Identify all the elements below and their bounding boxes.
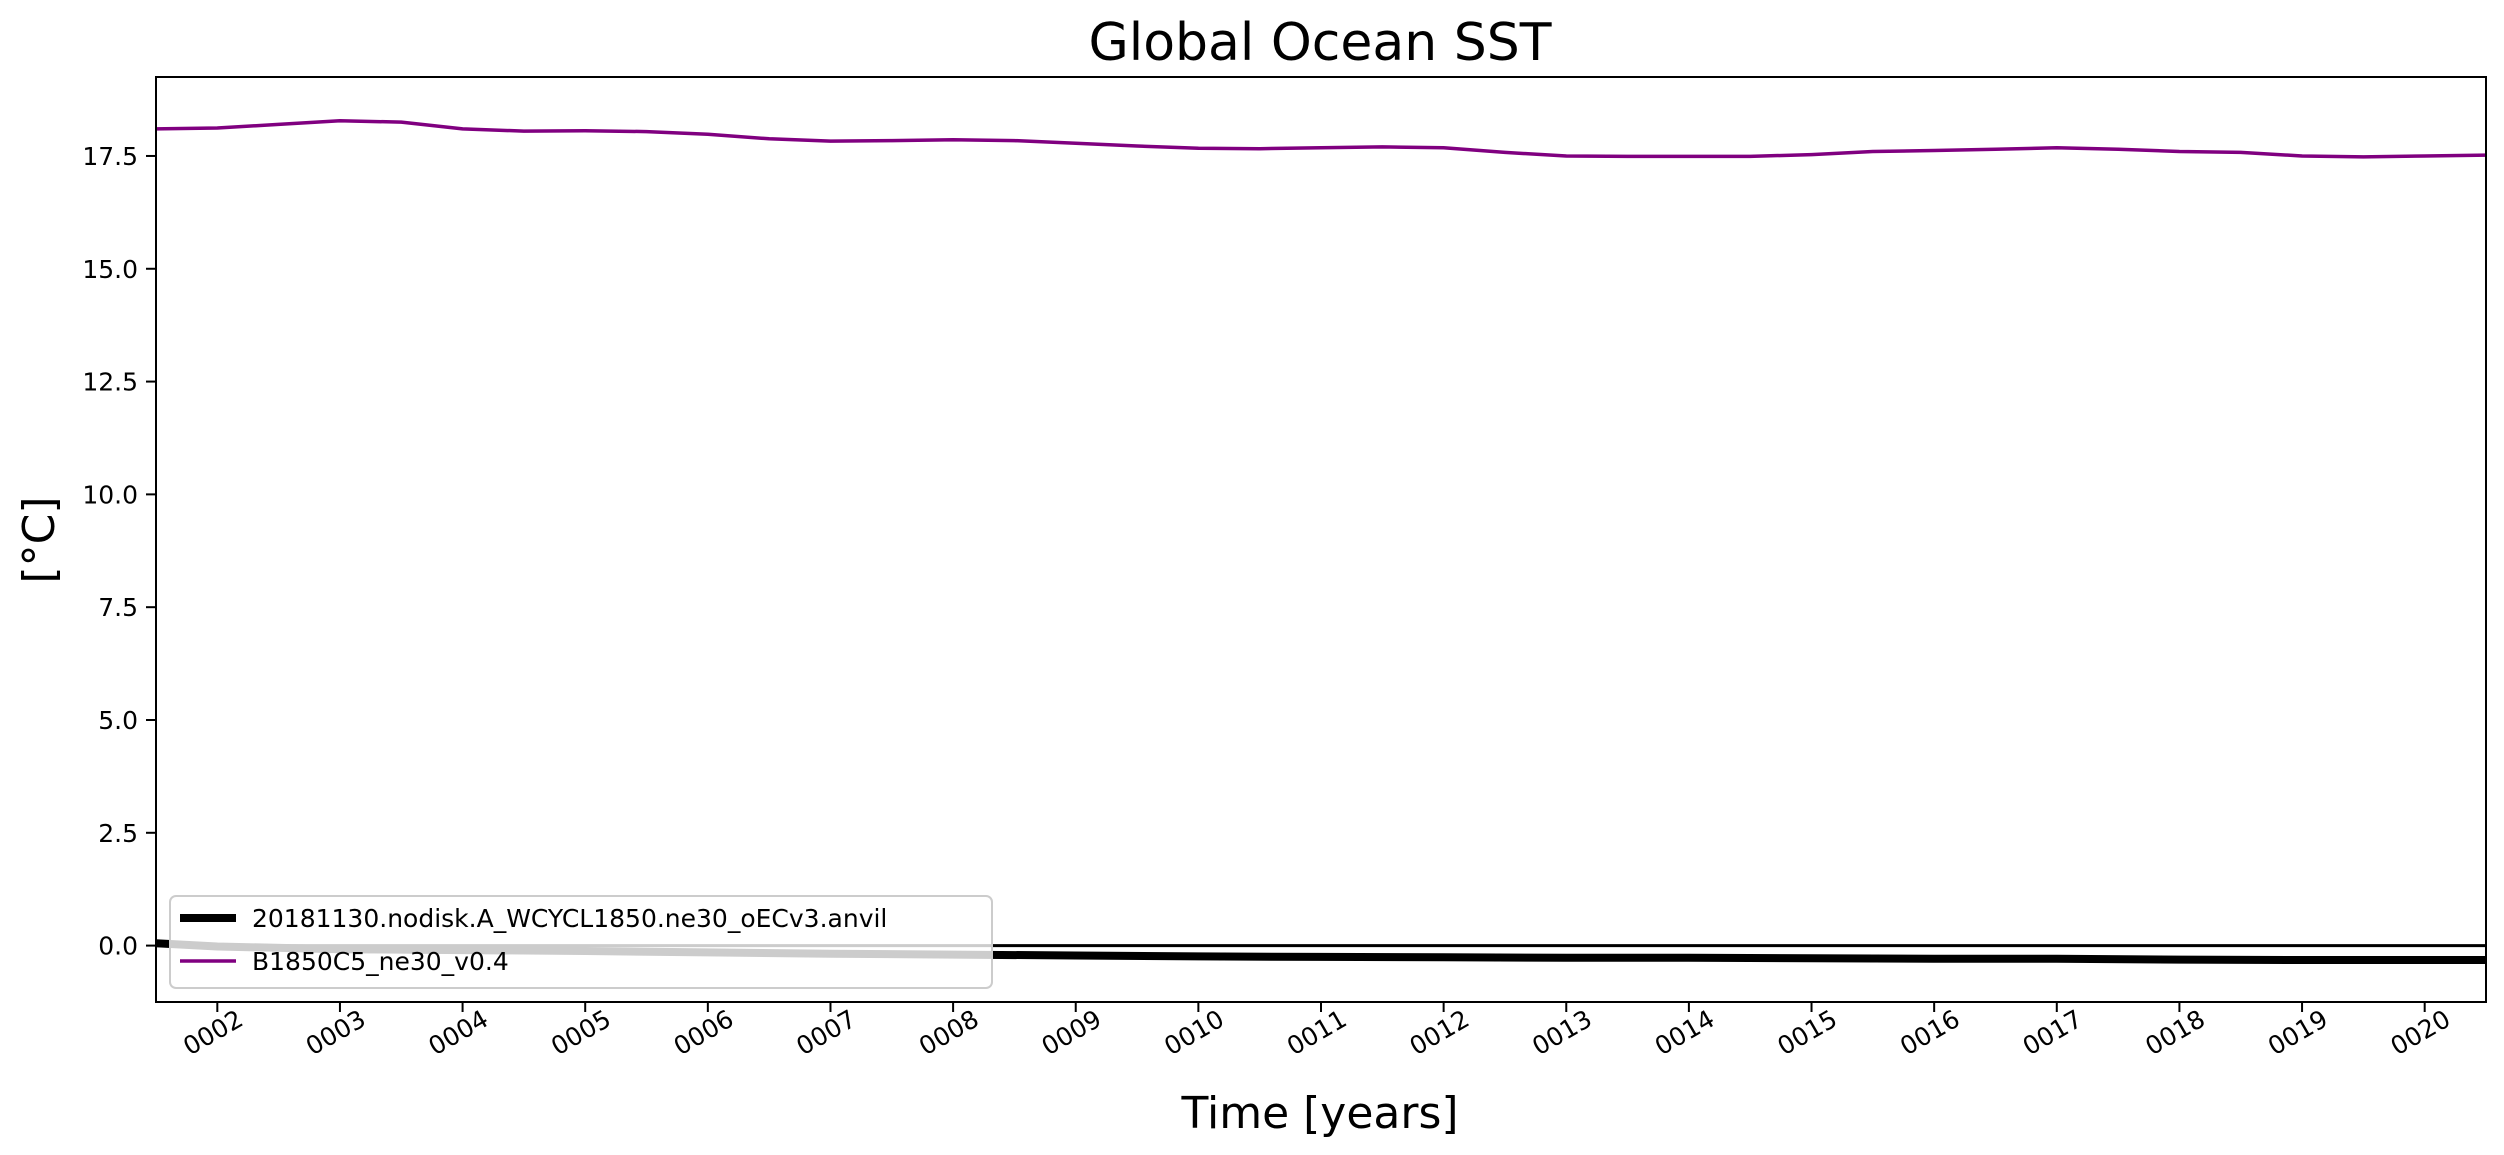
x-tick-label: 0013 [1527, 1004, 1597, 1061]
y-tick-label: 7.5 [98, 593, 138, 622]
legend-label-1: 20181130.nodisk.A_WCYCL1850.ne30_oECv3.a… [252, 904, 887, 933]
x-tick-label: 0011 [1282, 1004, 1352, 1061]
y-tick-label: 10.0 [82, 480, 138, 509]
x-axis-label: Time [years] [1180, 1088, 1458, 1139]
legend-label-2: B1850C5_ne30_v0.4 [252, 947, 509, 976]
x-tick-label: 0006 [669, 1004, 739, 1061]
x-tick-label: 0016 [1895, 1004, 1965, 1061]
x-tick-label: 0004 [424, 1004, 494, 1061]
x-tick-label: 0003 [301, 1004, 371, 1061]
plot-area [156, 119, 2486, 964]
y-tick-label: 15.0 [82, 255, 138, 284]
y-tick-label: 12.5 [82, 368, 138, 397]
plot-frame [155, 76, 2487, 1003]
x-tick-label: 0014 [1650, 1004, 1720, 1061]
legend-box [169, 895, 993, 989]
y-tick-label: 17.5 [82, 142, 138, 171]
x-tick-label: 0015 [1772, 1004, 1842, 1061]
x-tick-label: 0019 [2263, 1004, 2333, 1061]
x-tick-label: 0012 [1405, 1004, 1475, 1061]
x-tick-label: 0010 [1159, 1004, 1229, 1061]
x-tick-label: 0020 [2386, 1004, 2456, 1061]
legend: 20181130.nodisk.A_WCYCL1850.ne30_oECv3.a… [169, 895, 993, 989]
y-axis: 0.0 2.5 5.0 7.5 10.0 12.5 15.0 17.5 [82, 142, 156, 961]
x-axis: 0002 0003 0004 0005 0006 0007 0008 0009 0010 0011… [178, 1002, 2455, 1061]
y-tick-label: 5.0 [98, 706, 138, 735]
x-tick-label: 0008 [914, 1004, 984, 1061]
x-tick-label: 0009 [1037, 1004, 1107, 1061]
x-tick-label: 0002 [178, 1004, 248, 1061]
chart-title: Global Ocean SST [1088, 13, 1551, 73]
series-line-2 [156, 119, 2486, 159]
x-tick-label: 0017 [2018, 1004, 2088, 1061]
x-tick-label: 0007 [791, 1004, 861, 1061]
x-tick-label: 0005 [546, 1004, 616, 1061]
x-tick-label: 0018 [2140, 1004, 2210, 1061]
y-axis-label: [°C] [14, 496, 65, 583]
y-tick-label: 2.5 [98, 819, 138, 848]
y-tick-label: 0.0 [98, 932, 138, 961]
